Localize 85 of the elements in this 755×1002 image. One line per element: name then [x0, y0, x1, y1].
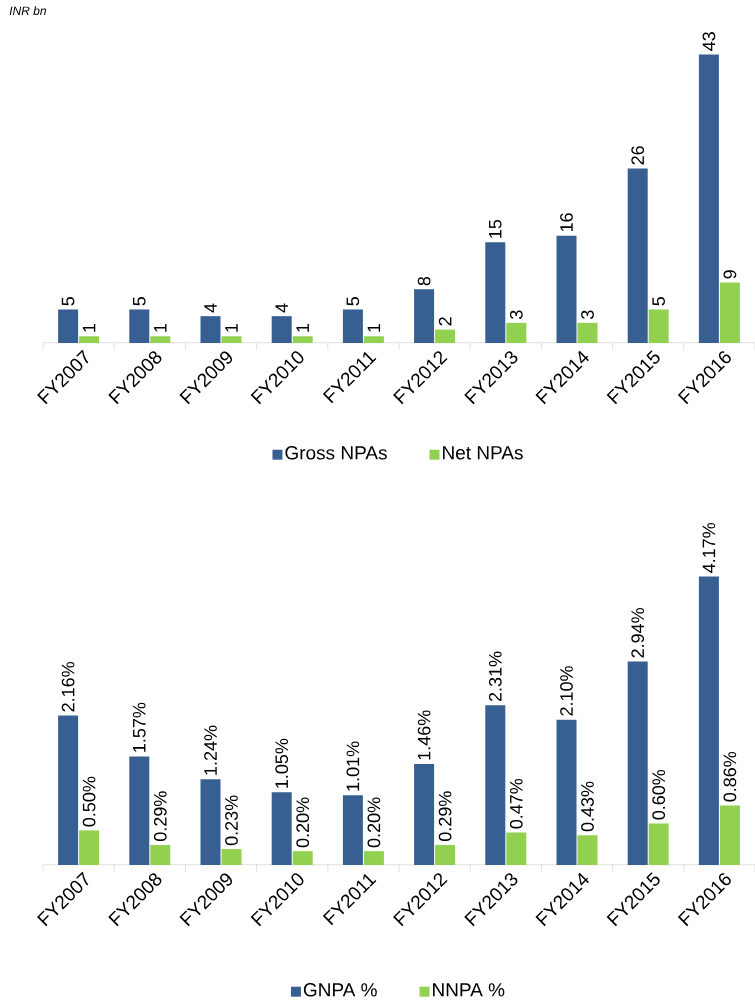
y-axis-title: INR bn [9, 6, 46, 16]
bar [58, 309, 79, 343]
bar [719, 282, 740, 343]
bar [414, 289, 435, 343]
bar [79, 336, 100, 343]
bar [292, 851, 313, 865]
bar [648, 309, 669, 343]
data-label: 1 [367, 323, 381, 332]
data-label: 15 [489, 219, 502, 238]
data-label: 4 [275, 303, 288, 313]
bar [435, 329, 456, 343]
data-label: 2.31% [488, 651, 502, 702]
bar [485, 705, 506, 865]
bar [271, 316, 292, 343]
data-label: 1.46% [417, 710, 431, 760]
bar [627, 661, 648, 865]
data-label: 1.05% [275, 738, 289, 788]
bar [342, 309, 363, 343]
data-label: 0.23% [225, 795, 238, 846]
bar [271, 792, 292, 865]
data-label: 0.20% [367, 797, 381, 848]
data-label: 2.10% [560, 666, 573, 716]
data-label: 1.57% [132, 702, 146, 752]
data-label: 0.47% [509, 778, 523, 829]
bar [150, 844, 171, 865]
data-label: 1.24% [204, 725, 217, 775]
bar [719, 805, 740, 865]
data-label: 26 [631, 146, 645, 165]
data-label: 0.29% [438, 791, 452, 842]
data-label: 1 [225, 323, 238, 332]
bar [200, 779, 221, 865]
data-label: 16 [560, 213, 573, 232]
bar [292, 336, 313, 343]
bar [200, 316, 221, 343]
data-label: 0.43% [581, 781, 594, 832]
bar [435, 844, 456, 865]
data-label: 43 [702, 32, 716, 51]
bar [506, 832, 527, 865]
data-label: 2.94% [631, 608, 645, 658]
data-label: 2 [438, 317, 452, 326]
data-label: 1.01% [346, 741, 360, 791]
bar [577, 322, 598, 343]
bar [648, 823, 669, 865]
data-label: 0.29% [153, 791, 167, 842]
data-label: 1 [296, 323, 309, 332]
bar [485, 242, 506, 343]
data-label: 5 [133, 297, 146, 306]
data-label: 0.50% [82, 776, 96, 827]
bar [577, 835, 598, 865]
data-label: 2.16% [61, 661, 75, 712]
data-label: 0.86% [723, 751, 737, 802]
bar [342, 795, 363, 865]
legend-label: Gross NPAs [285, 446, 387, 460]
data-label: 4.17% [702, 522, 716, 573]
data-label: 5 [652, 297, 665, 306]
bar [129, 309, 150, 343]
bar [627, 168, 648, 343]
data-label: 0.60% [652, 769, 666, 820]
data-label: 5 [61, 297, 75, 306]
data-label: 1 [154, 323, 167, 332]
data-label: 8 [417, 276, 431, 286]
bar [698, 54, 719, 343]
data-label: 3 [581, 310, 594, 319]
bar [698, 576, 719, 865]
bar [221, 336, 242, 343]
bar [556, 235, 577, 343]
data-label: 4 [204, 303, 217, 313]
data-label: 1 [82, 323, 96, 332]
bar [506, 322, 527, 343]
legend-label: NNPA % [433, 983, 505, 997]
data-label: 5 [346, 297, 360, 306]
bar [221, 849, 242, 865]
data-label: 0.20% [296, 797, 310, 848]
legend-label: GNPA % [303, 983, 377, 997]
bar [414, 764, 435, 865]
data-label: 3 [509, 310, 523, 319]
legend-label: Net NPAs [443, 446, 523, 460]
bar [58, 715, 79, 865]
bar [150, 336, 171, 343]
bar [79, 830, 100, 865]
bar [129, 756, 150, 865]
bar [363, 336, 384, 343]
bar [363, 851, 384, 865]
bar [556, 719, 577, 865]
data-label: 9 [723, 270, 737, 279]
